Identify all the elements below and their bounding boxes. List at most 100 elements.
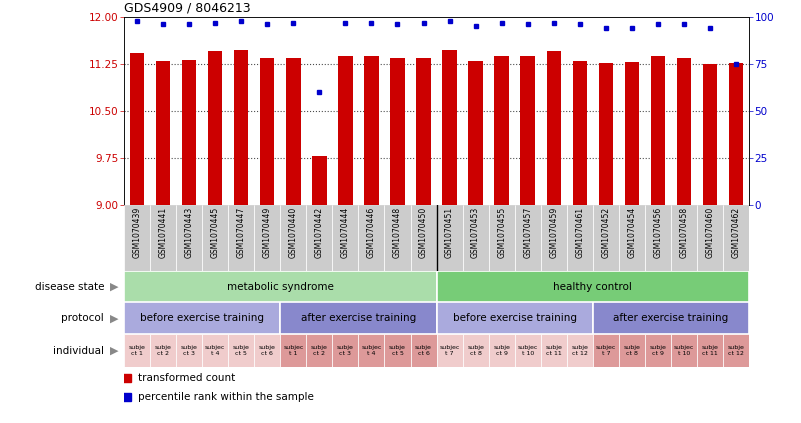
Bar: [255, 334, 280, 367]
Bar: [338, 56, 352, 205]
Bar: [463, 334, 489, 367]
Text: before exercise training: before exercise training: [453, 313, 577, 323]
Bar: [332, 334, 359, 367]
Bar: [359, 334, 384, 367]
Text: GSM1070452: GSM1070452: [602, 207, 610, 258]
Text: subje
ct 2: subje ct 2: [311, 345, 328, 356]
Bar: [228, 205, 255, 271]
Text: subje
ct 8: subje ct 8: [467, 345, 484, 356]
Bar: [312, 156, 327, 205]
Bar: [593, 205, 619, 271]
Text: GSM1070458: GSM1070458: [679, 207, 688, 258]
Text: subje
ct 5: subje ct 5: [389, 345, 406, 356]
Bar: [729, 63, 743, 205]
Bar: [494, 56, 509, 205]
Bar: [124, 334, 151, 367]
Text: before exercise training: before exercise training: [140, 313, 264, 323]
Text: subjec
t 7: subjec t 7: [440, 345, 460, 356]
Text: GSM1070454: GSM1070454: [627, 207, 636, 258]
Text: GSM1070460: GSM1070460: [706, 207, 714, 258]
Bar: [203, 205, 228, 271]
Bar: [437, 302, 593, 334]
Text: GSM1070461: GSM1070461: [575, 207, 584, 258]
Text: subje
ct 11: subje ct 11: [702, 345, 718, 356]
Bar: [593, 334, 619, 367]
Text: subje
ct 6: subje ct 6: [259, 345, 276, 356]
Text: GSM1070462: GSM1070462: [731, 207, 740, 258]
Bar: [124, 271, 437, 302]
Text: GSM1070455: GSM1070455: [497, 207, 506, 258]
Text: individual: individual: [53, 346, 104, 356]
Text: subjec
t 1: subjec t 1: [284, 345, 304, 356]
Bar: [442, 50, 457, 205]
Bar: [332, 205, 359, 271]
Text: GSM1070440: GSM1070440: [289, 207, 298, 258]
Bar: [307, 205, 332, 271]
Text: subje
ct 5: subje ct 5: [233, 345, 250, 356]
Bar: [124, 302, 280, 334]
Text: ▶: ▶: [110, 313, 119, 323]
Text: GDS4909 / 8046213: GDS4909 / 8046213: [124, 2, 251, 15]
Text: percentile rank within the sample: percentile rank within the sample: [139, 392, 314, 402]
Text: GSM1070439: GSM1070439: [133, 207, 142, 258]
Bar: [521, 56, 535, 205]
Bar: [234, 49, 248, 205]
Text: disease state: disease state: [34, 282, 104, 291]
Bar: [437, 205, 463, 271]
Bar: [417, 58, 431, 205]
Bar: [619, 205, 645, 271]
Bar: [359, 205, 384, 271]
Bar: [176, 205, 203, 271]
Bar: [573, 61, 587, 205]
Bar: [176, 334, 203, 367]
Text: GSM1070453: GSM1070453: [471, 207, 480, 258]
Bar: [260, 58, 275, 205]
Bar: [437, 334, 463, 367]
Bar: [697, 205, 723, 271]
Bar: [489, 205, 515, 271]
Bar: [593, 302, 749, 334]
Text: subje
ct 12: subje ct 12: [727, 345, 744, 356]
Bar: [645, 334, 671, 367]
Bar: [151, 334, 176, 367]
Bar: [723, 205, 749, 271]
Bar: [228, 334, 255, 367]
Text: GSM1070447: GSM1070447: [237, 207, 246, 258]
Bar: [411, 205, 437, 271]
Bar: [280, 334, 307, 367]
Bar: [203, 334, 228, 367]
Bar: [567, 334, 593, 367]
Bar: [307, 334, 332, 367]
Text: subje
ct 11: subje ct 11: [545, 345, 562, 356]
Text: transformed count: transformed count: [139, 373, 235, 383]
Bar: [182, 60, 196, 205]
Bar: [286, 58, 300, 205]
Bar: [677, 58, 691, 205]
Bar: [124, 205, 151, 271]
Bar: [130, 53, 144, 205]
Bar: [671, 334, 697, 367]
Bar: [151, 205, 176, 271]
Bar: [697, 334, 723, 367]
Bar: [156, 61, 171, 205]
Text: ▶: ▶: [110, 346, 119, 356]
Text: subjec
t 10: subjec t 10: [674, 345, 694, 356]
Text: GSM1070445: GSM1070445: [211, 207, 219, 258]
Text: subjec
t 7: subjec t 7: [596, 345, 616, 356]
Bar: [384, 205, 411, 271]
Bar: [541, 334, 567, 367]
Bar: [437, 271, 749, 302]
Text: subje
ct 1: subje ct 1: [129, 345, 146, 356]
Text: subje
ct 3: subje ct 3: [337, 345, 354, 356]
Text: GSM1070456: GSM1070456: [654, 207, 662, 258]
Bar: [723, 334, 749, 367]
Text: GSM1070450: GSM1070450: [419, 207, 428, 258]
Text: subjec
t 4: subjec t 4: [205, 345, 225, 356]
Text: GSM1070451: GSM1070451: [445, 207, 454, 258]
Bar: [702, 64, 717, 205]
Bar: [515, 205, 541, 271]
Bar: [390, 58, 405, 205]
Bar: [411, 334, 437, 367]
Bar: [469, 61, 483, 205]
Bar: [255, 205, 280, 271]
